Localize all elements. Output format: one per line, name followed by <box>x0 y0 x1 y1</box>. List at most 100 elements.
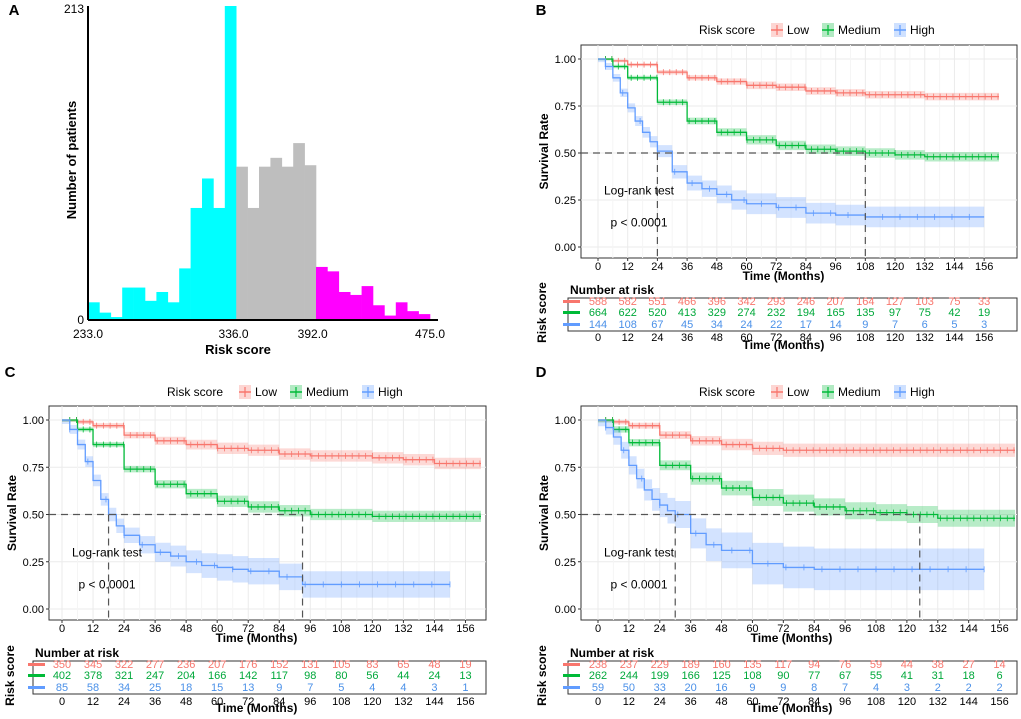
risk-count: 6 <box>922 319 928 331</box>
histogram-bar <box>236 166 248 320</box>
x-tick-label: 336.0 <box>219 327 249 341</box>
histogram-bar <box>327 271 340 320</box>
legend-label: Low <box>255 385 277 399</box>
y-tick-label: 0.00 <box>555 242 576 254</box>
risk-count: 164 <box>856 296 874 308</box>
risk-count: 50 <box>623 682 635 694</box>
y-tick-label: 0.50 <box>555 510 576 522</box>
legend-title: Risk score <box>699 23 755 37</box>
y-tick-label: 0.50 <box>555 148 576 160</box>
histogram-bar <box>395 302 408 320</box>
risk-x-axis-title: Time (Months) <box>751 701 833 715</box>
censor-marks <box>69 417 481 467</box>
median-lines <box>581 513 921 620</box>
y-axis-title: Survival Rate <box>537 475 551 551</box>
risk-x-tick-label: 108 <box>867 696 885 708</box>
legend-label: High <box>910 385 935 399</box>
risk-x-tick-label: 48 <box>711 332 723 344</box>
panel-d: D Risk score Low Medium High Log-rank test p <… <box>535 364 1018 715</box>
risk-x-tick-label: 132 <box>394 696 412 708</box>
risk-count: 125 <box>712 670 730 682</box>
risk-x-tick-label: 72 <box>770 332 782 344</box>
risk-count: 31 <box>932 670 944 682</box>
censor-marks <box>605 63 970 220</box>
risk-count: 19 <box>978 307 990 319</box>
legend-label: Low <box>787 23 809 37</box>
risk-count: 236 <box>177 659 195 671</box>
ci-band-high <box>598 420 985 591</box>
risk-count: 293 <box>767 296 785 308</box>
x-tick-label: 96 <box>839 623 851 635</box>
x-tick-label: 12 <box>623 623 635 635</box>
risk-count: 238 <box>589 659 607 671</box>
histogram-bar <box>259 166 271 320</box>
risk-count: 135 <box>856 307 874 319</box>
risk-count: 19 <box>459 659 471 671</box>
histogram-bar <box>338 291 351 320</box>
risk-count: 9 <box>862 319 868 331</box>
risk-x-tick-label: 108 <box>856 332 874 344</box>
risk-count: 321 <box>115 670 133 682</box>
risk-x-tick-label: 24 <box>654 696 666 708</box>
risk-count: 664 <box>589 307 607 319</box>
x-tick-label: 132 <box>916 261 934 273</box>
histogram-bar <box>293 143 305 320</box>
risk-count: 2 <box>996 682 1002 694</box>
risk-count: 75 <box>919 307 931 319</box>
risk-count: 7 <box>892 319 898 331</box>
y-tick-label: 0.75 <box>555 101 576 113</box>
p-value-label: p < 0.0001 <box>610 578 667 592</box>
x-tick-label: 12 <box>87 623 99 635</box>
histogram-bar <box>361 286 374 320</box>
y-tick-label: 0.25 <box>555 195 576 207</box>
y-tick-label: 0.00 <box>23 604 44 616</box>
risk-count: 27 <box>963 659 975 671</box>
risk-count: 13 <box>459 670 471 682</box>
risk-count: 204 <box>177 670 195 682</box>
ci-band-high <box>62 420 450 598</box>
risk-count: 345 <box>84 659 102 671</box>
histogram-bar <box>122 287 134 320</box>
risk-table-y-title: Risk score <box>3 645 17 706</box>
risk-x-tick-label: 96 <box>830 332 842 344</box>
median-lines <box>581 152 866 258</box>
histogram-bar <box>179 268 191 320</box>
risk-x-axis-title: Time (Months) <box>743 338 825 352</box>
risk-x-tick-label: 48 <box>715 696 727 708</box>
log-rank-label: Log-rank test <box>604 184 675 198</box>
risk-count: 55 <box>870 670 882 682</box>
risk-count: 59 <box>592 682 604 694</box>
risk-count: 34 <box>711 319 723 331</box>
survival-curve-low <box>598 419 1015 451</box>
x-tick-label: 36 <box>149 623 161 635</box>
risk-count: 622 <box>619 307 637 319</box>
x-axis-title: Time (Months) <box>743 269 825 283</box>
y-tick-label: 0 <box>77 313 84 327</box>
risk-x-tick-label: 84 <box>273 696 285 708</box>
risk-count: 38 <box>932 659 944 671</box>
x-tick-label: 132 <box>394 623 412 635</box>
histogram-bar <box>270 157 283 320</box>
risk-count: 6 <box>996 670 1002 682</box>
risk-count: 77 <box>808 670 820 682</box>
legend-label: Low <box>787 385 809 399</box>
risk-count: 20 <box>685 682 697 694</box>
risk-count: 59 <box>870 659 882 671</box>
risk-count: 15 <box>211 682 223 694</box>
risk-count: 13 <box>242 682 254 694</box>
x-tick-label: 120 <box>363 623 381 635</box>
x-tick-label: 144 <box>945 261 963 273</box>
risk-count: 1 <box>462 682 468 694</box>
risk-count: 237 <box>620 659 638 671</box>
x-tick-label: 72 <box>770 261 782 273</box>
x-tick-label: 0 <box>595 261 601 273</box>
risk-count: 152 <box>270 659 288 671</box>
risk-count: 56 <box>366 670 378 682</box>
x-tick-label: 72 <box>777 623 789 635</box>
risk-count: 58 <box>87 682 99 694</box>
histogram-bar <box>281 166 294 320</box>
x-tick-label: 24 <box>651 261 663 273</box>
risk-x-tick-label: 60 <box>211 696 223 708</box>
